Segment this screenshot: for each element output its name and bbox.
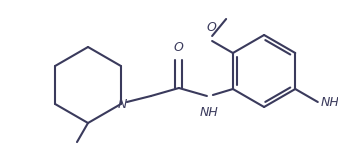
Text: O: O	[206, 21, 216, 34]
Text: NH₂: NH₂	[321, 96, 338, 109]
Text: O: O	[174, 41, 184, 54]
Text: NH: NH	[199, 106, 218, 119]
Text: N: N	[117, 98, 127, 111]
